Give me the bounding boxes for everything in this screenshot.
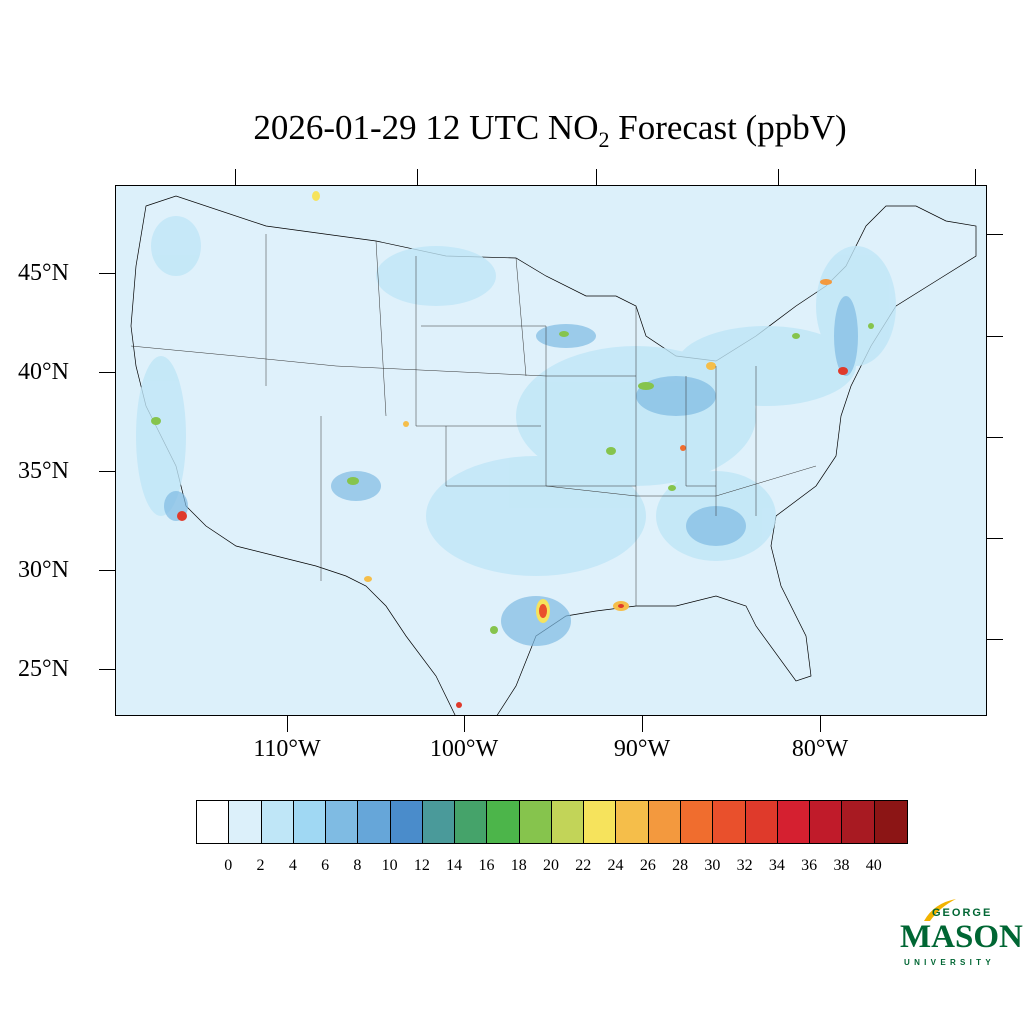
lon-label-90w: 90°W bbox=[613, 736, 671, 762]
state-boundaries bbox=[130, 234, 817, 606]
no2-field-mid bbox=[164, 296, 858, 646]
colorbar-box bbox=[358, 801, 391, 843]
top-tick bbox=[975, 169, 976, 185]
no2-hotspots bbox=[151, 191, 874, 708]
colorbar-tick-label: 20 bbox=[543, 857, 559, 874]
left-tick bbox=[99, 471, 115, 472]
colorbar-tick-label: 34 bbox=[768, 857, 785, 874]
colorbar-box bbox=[519, 801, 552, 843]
left-tick bbox=[99, 669, 115, 670]
title-subscript: 2 bbox=[598, 127, 610, 152]
lon-label-100w: 100°W bbox=[429, 736, 499, 762]
logo-university: UNIVERSITY bbox=[904, 958, 996, 967]
colorbar-box bbox=[422, 801, 456, 843]
george-mason-logo: GEORGE MASON UNIVERSITY bbox=[898, 897, 1023, 971]
right-tick bbox=[987, 538, 1003, 539]
left-tick bbox=[99, 372, 115, 373]
colorbar-tick-label: 18 bbox=[510, 857, 527, 874]
title-suffix: Forecast (ppbV) bbox=[609, 108, 847, 147]
colorbar-box bbox=[842, 801, 875, 843]
colorbar-box bbox=[261, 801, 294, 843]
colorbar-tick-label: 28 bbox=[672, 857, 689, 874]
bottom-tick bbox=[287, 716, 288, 732]
right-tick bbox=[987, 336, 1003, 337]
lat-label-30n: 30°N bbox=[18, 557, 69, 583]
lat-label-40n: 40°N bbox=[18, 359, 69, 385]
left-tick bbox=[99, 570, 115, 571]
lat-label-35n: 35°N bbox=[18, 458, 69, 484]
colorbar-tick-label: 30 bbox=[704, 857, 721, 874]
right-tick bbox=[987, 437, 1003, 438]
logo-mason: MASON bbox=[900, 919, 1023, 955]
colorbar-box bbox=[616, 801, 649, 843]
right-tick bbox=[987, 639, 1003, 640]
lon-label-110w: 110°W bbox=[253, 736, 321, 762]
colorbar-tick-label: 24 bbox=[607, 857, 624, 874]
colorbar-tick-label: 32 bbox=[736, 857, 753, 874]
colorbar-box bbox=[680, 801, 714, 843]
colorbar-box bbox=[713, 801, 746, 843]
top-tick bbox=[417, 169, 418, 185]
colorbar-box bbox=[455, 801, 488, 843]
colorbar-box bbox=[551, 801, 585, 843]
top-tick bbox=[596, 169, 597, 185]
colorbar-box bbox=[745, 801, 778, 843]
colorbar-tick-label: 12 bbox=[413, 857, 430, 874]
bottom-tick bbox=[464, 716, 465, 732]
colorbar-tick-label: 36 bbox=[801, 857, 818, 874]
colorbar-tick-label: 0 bbox=[224, 857, 233, 874]
colorbar-tick-label: 8 bbox=[353, 857, 362, 874]
bottom-tick bbox=[642, 716, 643, 732]
colorbar-box bbox=[293, 801, 327, 843]
lon-label-80w: 80°W bbox=[791, 736, 849, 762]
top-tick bbox=[235, 169, 236, 185]
lat-label-25n: 25°N bbox=[18, 656, 69, 682]
left-tick bbox=[99, 273, 115, 274]
colorbar-tick-label: 14 bbox=[446, 857, 463, 874]
colorbar-box bbox=[810, 801, 843, 843]
colorbar-box bbox=[777, 801, 811, 843]
bottom-tick bbox=[820, 716, 821, 732]
logo-swoosh-icon bbox=[924, 899, 956, 921]
colorbar-box bbox=[197, 801, 230, 843]
right-tick bbox=[987, 234, 1003, 235]
map-panel bbox=[115, 185, 987, 716]
colorbar-box bbox=[326, 801, 359, 843]
colorbar-tick-label: 2 bbox=[256, 857, 265, 874]
lat-label-45n: 45°N bbox=[18, 260, 69, 286]
map-title: 2026-01-29 12 UTC NO2 Forecast (ppbV) bbox=[0, 108, 1024, 152]
colorbar-box bbox=[487, 801, 520, 843]
colorbar-box bbox=[229, 801, 262, 843]
colorbar-tick-label: 16 bbox=[478, 857, 495, 874]
logo-george: GEORGE bbox=[932, 907, 993, 919]
colorbar-tick-label: 26 bbox=[639, 857, 656, 874]
colorbar-box bbox=[874, 801, 907, 843]
colorbar-tick-label: 10 bbox=[381, 857, 398, 874]
colorbar-box bbox=[390, 801, 423, 843]
title-prefix: 2026-01-29 12 UTC NO bbox=[253, 108, 599, 147]
colorbar-tick-label: 38 bbox=[833, 857, 850, 874]
no2-forecast-map bbox=[130, 191, 977, 715]
colorbar-box bbox=[584, 801, 617, 843]
top-tick bbox=[778, 169, 779, 185]
colorbar-tick-label: 4 bbox=[288, 857, 297, 874]
colorbar-tick-label: 40 bbox=[865, 857, 882, 874]
colorbar-box bbox=[648, 801, 681, 843]
colorbar-tick-label: 22 bbox=[575, 857, 592, 874]
colorbar bbox=[196, 800, 908, 844]
colorbar-tick-label: 6 bbox=[321, 857, 330, 874]
